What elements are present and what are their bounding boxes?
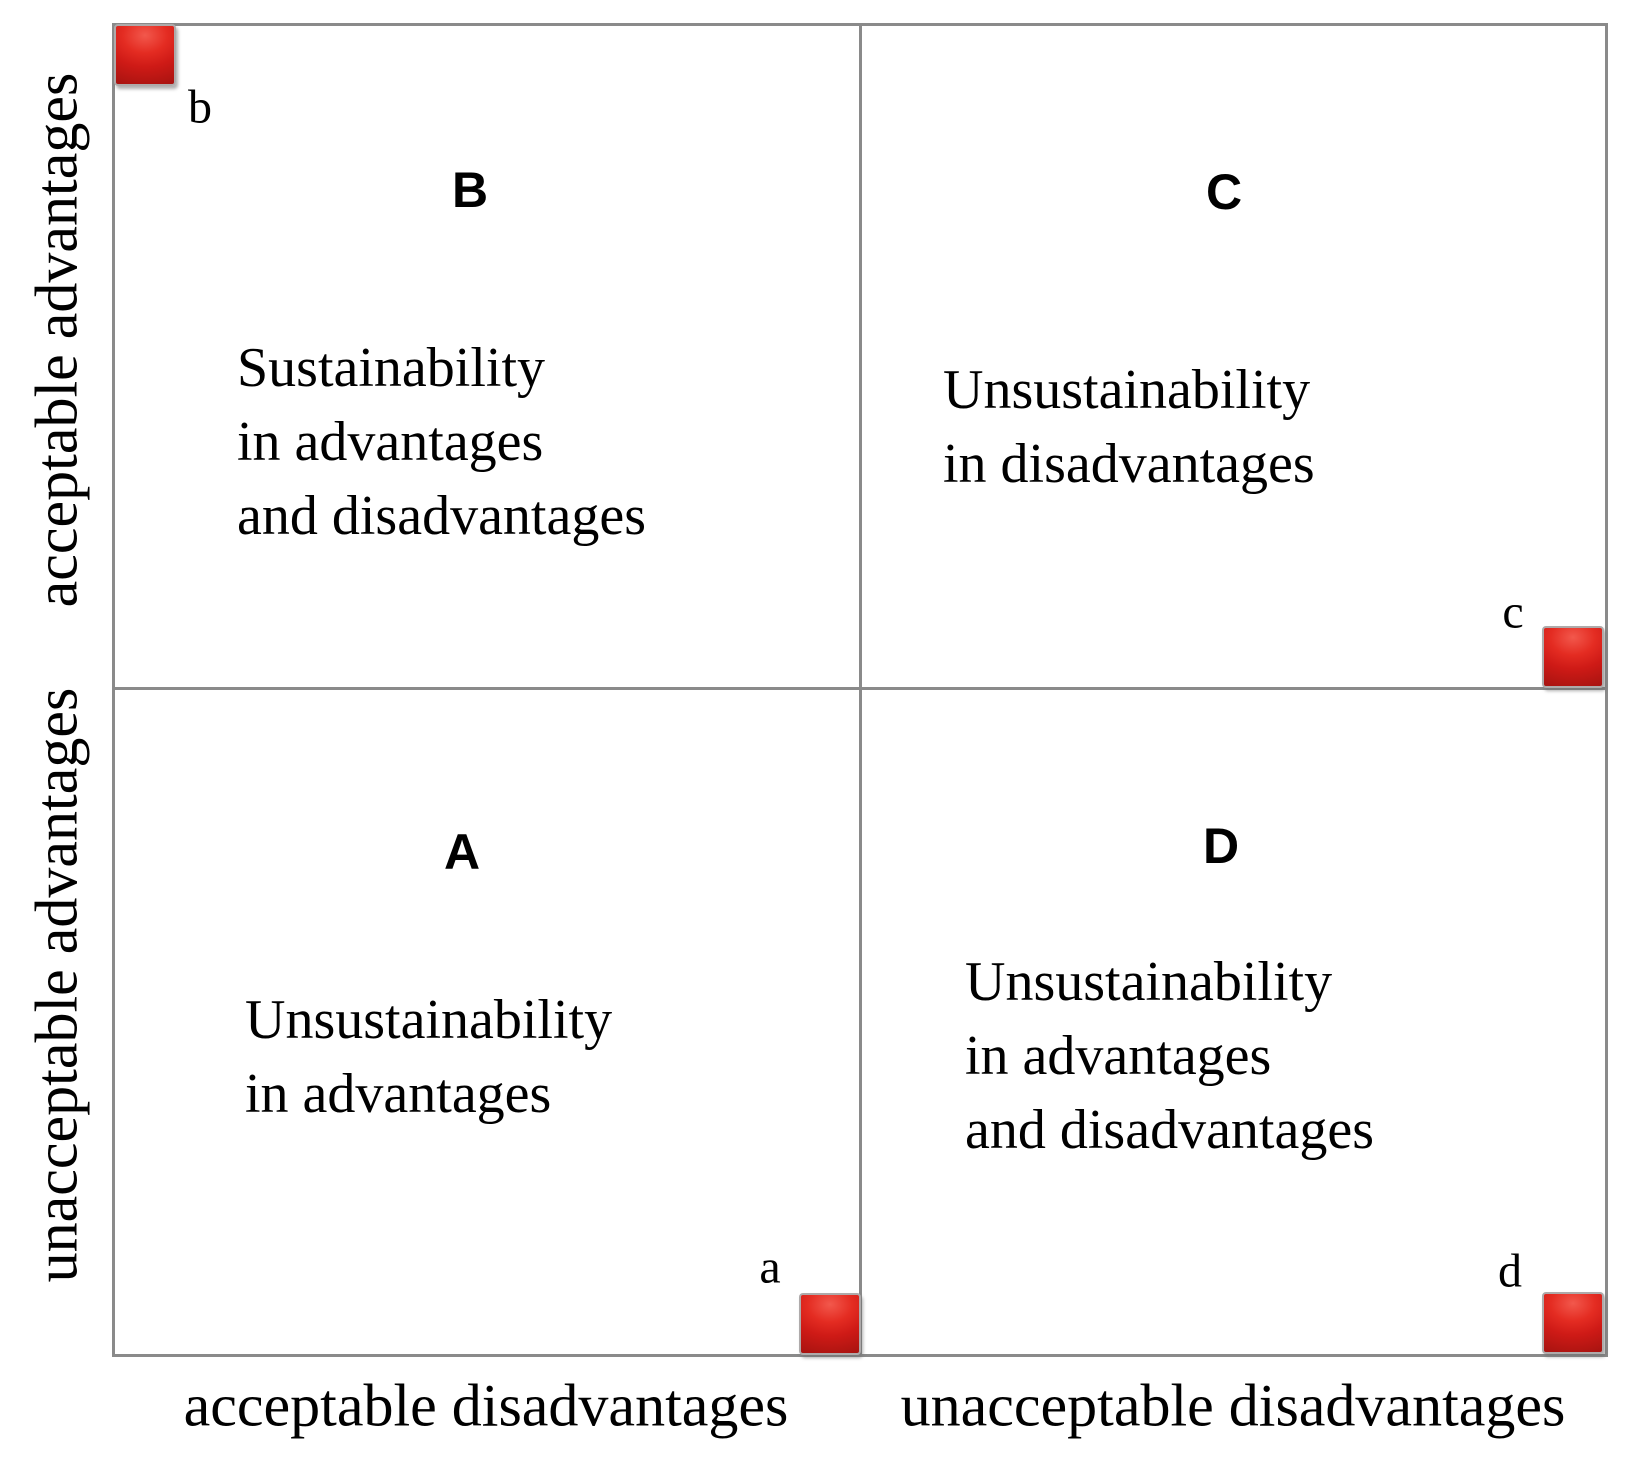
- red-square-marker-b: [114, 24, 176, 86]
- text-line: Unsustainability: [245, 989, 613, 1051]
- red-square-marker-d: [1542, 1292, 1604, 1354]
- y-axis-label-bottom: unacceptable advantages: [23, 687, 90, 1283]
- x-axis-label-right: unacceptable disadvantages: [900, 1372, 1566, 1439]
- quadrant-d-text: Unsustainability in advantages and disad…: [965, 945, 1374, 1167]
- marker-label-c: c: [1502, 585, 1524, 639]
- quadrant-b-letter: B: [451, 162, 489, 218]
- text-line: Unsustainability: [965, 951, 1333, 1013]
- red-square-marker-c: [1542, 626, 1604, 688]
- y-axis-label-top: acceptable advantages: [23, 72, 90, 608]
- vertical-divider-line: [859, 23, 862, 1357]
- text-line: in disadvantages: [943, 433, 1315, 495]
- x-axis-label-left: acceptable disadvantages: [183, 1372, 789, 1439]
- text-line: in advantages: [245, 1063, 552, 1125]
- marker-label-b: b: [188, 80, 212, 134]
- text-line: and disadvantages: [237, 485, 646, 547]
- quadrant-c-letter: C: [1205, 164, 1243, 220]
- quadrant-a-text: Unsustainability in advantages: [245, 983, 612, 1131]
- red-square-marker-a: [799, 1293, 861, 1355]
- quadrant-c-text: Unsustainability in disadvantages: [943, 353, 1315, 501]
- text-line: in advantages: [965, 1025, 1272, 1087]
- text-line: Sustainability: [237, 337, 545, 399]
- marker-label-a: a: [759, 1240, 781, 1294]
- quadrant-d-letter: D: [1202, 818, 1240, 874]
- quadrant-a-letter: A: [443, 824, 481, 880]
- marker-label-d: d: [1498, 1244, 1522, 1298]
- text-line: in advantages: [237, 411, 544, 473]
- horizontal-divider-line: [112, 687, 1608, 690]
- quadrant-b-text: Sustainability in advantages and disadva…: [237, 331, 646, 553]
- text-line: and disadvantages: [965, 1099, 1374, 1161]
- text-line: Unsustainability: [943, 359, 1311, 421]
